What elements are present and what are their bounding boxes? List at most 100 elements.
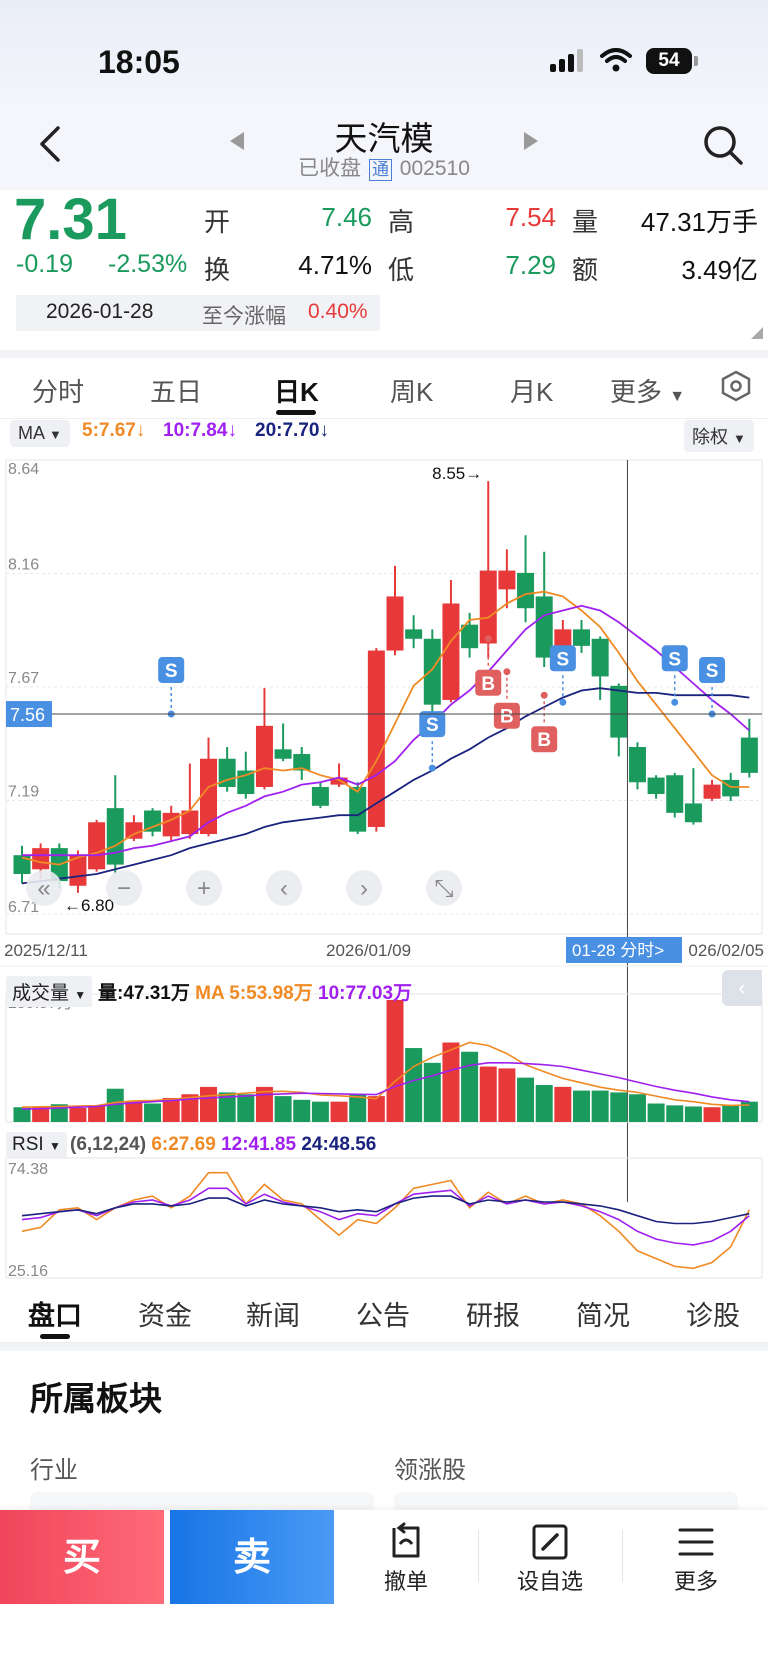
volume-legend: 量:47.31万 MA 5:53.98万 10:77.03万	[98, 978, 412, 1005]
arrow-down-icon: ↓	[135, 420, 146, 441]
volume-bar	[386, 1000, 404, 1122]
scroll-left-icon[interactable]	[266, 870, 302, 906]
tab-jiankuang[interactable]: 简况	[576, 1301, 630, 1331]
amount-label: 额	[572, 255, 599, 285]
candle-body	[573, 629, 590, 646]
btab-active-indicator	[40, 1334, 70, 1339]
candle-body	[293, 754, 311, 771]
sell-marker	[158, 657, 185, 684]
tab-rik[interactable]: 日K	[274, 377, 319, 407]
industry-card[interactable]	[30, 1492, 374, 1512]
candle-body	[591, 638, 609, 677]
candle-body	[647, 777, 665, 795]
candle-body	[13, 855, 31, 875]
ma10-text: 10:7.84	[163, 420, 228, 441]
tong-badge: 通	[368, 159, 392, 181]
tab-zhouk[interactable]: 周K	[390, 377, 434, 407]
divider	[0, 1343, 768, 1351]
scroll-start-icon-glyph: «	[37, 875, 50, 902]
rsi-tick-label: 25.16	[8, 1263, 48, 1280]
tab-xinwen[interactable]: 新闻	[246, 1301, 300, 1331]
volume-ma10: 10:77.03万	[318, 983, 413, 1004]
tab-pankou[interactable]: 盘口	[28, 1301, 82, 1331]
zoom-out-icon[interactable]	[106, 870, 142, 906]
candle-body	[703, 784, 721, 799]
battery-icon: 54	[646, 48, 692, 74]
rsi24-line	[21, 1195, 750, 1225]
x-axis-label: 2026/01/09	[326, 941, 411, 960]
candle-body	[442, 603, 460, 700]
since-label: 至今涨幅	[202, 305, 286, 328]
volume-bar	[535, 1085, 553, 1122]
more-button[interactable]: 更多	[646, 1522, 746, 1596]
battery-level: 54	[658, 50, 680, 71]
tab-wuri[interactable]: 五日	[150, 377, 203, 407]
add-watchlist-button[interactable]: 设自选	[500, 1522, 600, 1596]
corner-expand-icon[interactable]	[750, 326, 764, 340]
volume-bar	[181, 1094, 199, 1122]
marker-label: S	[165, 661, 178, 682]
low-label: 低	[388, 255, 415, 285]
sell-marker	[549, 645, 576, 672]
section-title: 所属板块	[30, 1380, 162, 1417]
tab-yuek[interactable]: 月K	[510, 377, 554, 407]
scroll-start-icon[interactable]	[26, 870, 62, 906]
scroll-right-icon[interactable]	[346, 870, 382, 906]
status-bar	[0, 0, 768, 110]
buy-button[interactable]: 买	[0, 1510, 164, 1604]
menu-icon	[678, 1528, 714, 1556]
x-axis-label: 026/02/05	[688, 941, 764, 960]
tab-zhengu[interactable]: 诊股	[686, 1301, 740, 1331]
scroll-left-icon-glyph: ‹	[280, 875, 288, 902]
rsi-selector[interactable]: RSI ▼	[6, 1132, 67, 1158]
back-icon[interactable]	[36, 124, 64, 164]
volume-selector[interactable]: 成交量 ▼	[6, 976, 93, 1007]
ma20-text: 20:7.70	[255, 420, 320, 441]
candle-body	[125, 822, 143, 839]
leader-card[interactable]	[394, 1492, 738, 1512]
settings-hexagon-icon[interactable]	[720, 370, 752, 402]
tab-yanbao[interactable]: 研报	[466, 1301, 520, 1331]
volume-bar	[647, 1103, 665, 1122]
tab-zijin[interactable]: 资金	[138, 1301, 192, 1331]
tab-more[interactable]: 更多 ▼	[610, 372, 685, 409]
industry-label: 行业	[30, 1457, 78, 1484]
fuquan-selector[interactable]: 除权 ▼	[684, 420, 754, 452]
next-stock-icon[interactable]	[522, 130, 540, 152]
candle-body	[349, 786, 367, 832]
marker-label: S	[426, 715, 439, 736]
candle-body	[740, 737, 758, 773]
candle-body	[386, 596, 404, 651]
volume-bar	[293, 1099, 311, 1122]
tab-gonggao[interactable]: 公告	[356, 1301, 410, 1331]
volume-ma10-line	[21, 1061, 750, 1110]
cancel-order-button[interactable]: 撤单	[356, 1522, 456, 1596]
since-value: 0.40%	[308, 300, 368, 323]
ma-selector[interactable]: MA ▼	[10, 420, 70, 447]
volume-label: 量	[572, 207, 599, 237]
tab-fenshi[interactable]: 分时	[32, 377, 85, 407]
candle-body	[106, 808, 124, 865]
add-watchlist-label: 设自选	[516, 1569, 583, 1594]
prev-stock-icon[interactable]	[228, 130, 246, 152]
volume-bar	[498, 1068, 516, 1122]
search-icon[interactable]	[702, 124, 744, 166]
sell-button[interactable]: 卖	[170, 1510, 334, 1604]
zoom-out-icon-glyph: −	[117, 875, 131, 902]
volume-bar	[740, 1101, 758, 1122]
candle-body	[535, 596, 553, 658]
arrow-down-icon: ↓	[319, 420, 329, 441]
price-change: -0.19	[16, 250, 73, 278]
stock-code: 002510	[399, 157, 470, 180]
zoom-in-icon[interactable]	[186, 870, 222, 906]
collapse-panel-icon[interactable]: ‹	[722, 970, 762, 1006]
volume-bar	[591, 1090, 609, 1122]
date-return-box: 2026-01-28 至今涨幅 0.40%	[16, 295, 380, 331]
fullscreen-icon[interactable]	[426, 870, 462, 906]
home-indicator-area	[0, 1606, 768, 1670]
candle-body	[423, 638, 441, 705]
separator	[622, 1530, 623, 1582]
volume-bar	[125, 1101, 143, 1122]
candle-body	[498, 570, 516, 590]
